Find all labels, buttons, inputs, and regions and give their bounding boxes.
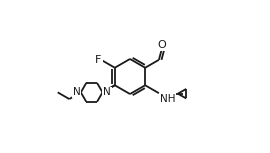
Text: N: N (103, 87, 111, 97)
Text: O: O (158, 40, 167, 50)
Text: NH: NH (160, 94, 175, 104)
Text: N: N (73, 87, 80, 97)
Text: F: F (95, 55, 102, 65)
